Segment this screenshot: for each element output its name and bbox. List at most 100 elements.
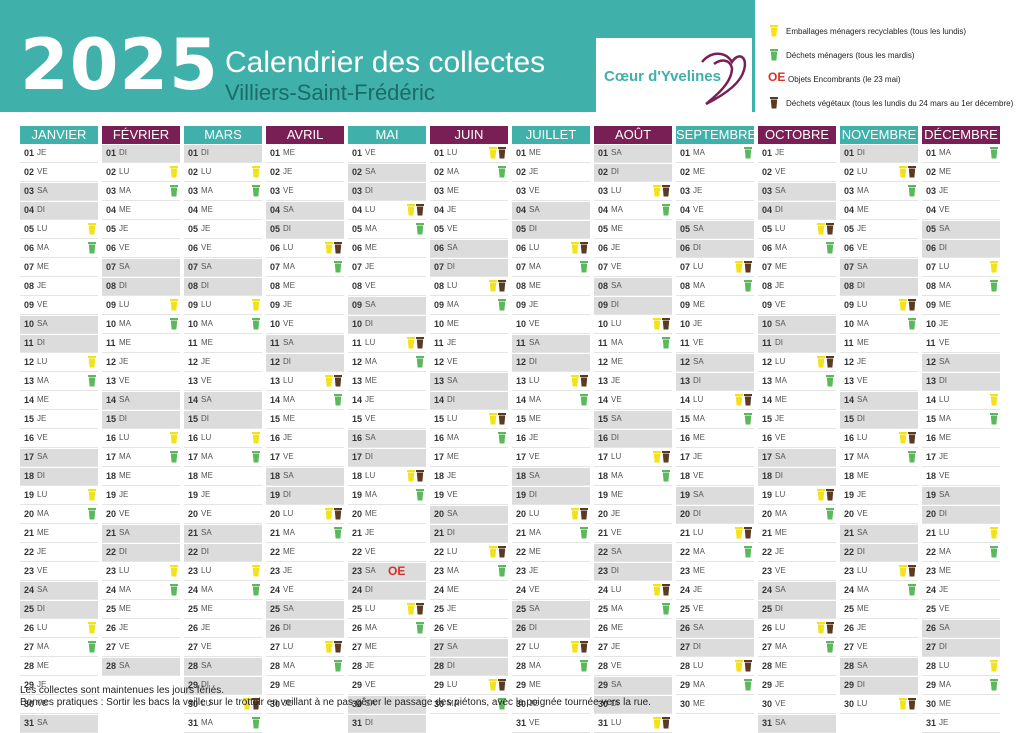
day-number: 28	[188, 661, 199, 671]
day-name: ME	[611, 490, 623, 499]
day-name: SA	[365, 167, 376, 176]
day-number: 08	[762, 281, 773, 291]
collection-icons	[407, 602, 424, 617]
day-number: 17	[516, 452, 527, 462]
day-name: SA	[775, 186, 786, 195]
collection-icons	[170, 564, 178, 579]
day-name: DI	[37, 604, 45, 613]
day-row: 25 LU	[348, 601, 426, 619]
collection-icons	[990, 545, 998, 560]
day-name: MA	[857, 186, 869, 195]
day-row: 09 VE	[20, 297, 98, 315]
day-number: 18	[598, 471, 609, 481]
day-number: 23	[270, 566, 281, 576]
day-number: 12	[598, 357, 609, 367]
day-name: ME	[201, 338, 213, 347]
day-row: 29 MA	[922, 677, 1000, 695]
day-row: 12 JE	[184, 354, 262, 372]
day-number: 16	[516, 433, 527, 443]
day-row: 21 SA	[184, 525, 262, 543]
day-number: 26	[24, 623, 35, 633]
day-name: LU	[283, 376, 294, 385]
green-bin-icon	[580, 659, 588, 672]
footer: Les collectes sont maintenues les jours …	[20, 685, 651, 709]
day-row: 30 LU	[840, 696, 918, 714]
day-name: JE	[611, 243, 621, 252]
day-number: 15	[762, 414, 773, 424]
day-number: 05	[762, 224, 773, 234]
day-name: SA	[939, 357, 950, 366]
day-number: 17	[24, 452, 35, 462]
day-name: DI	[201, 281, 209, 290]
day-number: 28	[24, 661, 35, 671]
day-row: 15 LU	[430, 411, 508, 429]
yellow-bin-icon	[88, 222, 96, 235]
day-number: 20	[106, 509, 117, 519]
day-row: 01 JE	[758, 145, 836, 163]
day-number: 19	[844, 490, 855, 500]
day-row: 26 JE	[840, 620, 918, 638]
day-name: JE	[201, 224, 211, 233]
day-number: 29	[352, 680, 363, 690]
day-name: DI	[37, 338, 45, 347]
day-name: JE	[119, 623, 129, 632]
collection-icons	[252, 583, 260, 598]
day-number: 29	[270, 680, 281, 690]
collection-icons	[498, 564, 506, 579]
day-name: MA	[529, 262, 541, 271]
day-row: 26 DI	[266, 620, 344, 638]
day-number: 30	[598, 699, 609, 709]
day-number: 23	[680, 566, 691, 576]
day-number: 26	[434, 623, 445, 633]
yellow-bin-icon	[990, 526, 998, 539]
day-name: LU	[447, 414, 458, 423]
legend-text: Déchets ménagers (tous les mardis)	[786, 51, 915, 60]
day-number: 19	[680, 490, 691, 500]
day-row: 19 SA	[922, 487, 1000, 505]
collection-icons	[826, 507, 834, 522]
day-number: 26	[680, 623, 691, 633]
day-row: 19 JE	[184, 487, 262, 505]
day-number: 14	[24, 395, 35, 405]
day-name: SA	[529, 604, 540, 613]
day-name: DI	[611, 566, 619, 575]
day-number: 04	[926, 205, 937, 215]
day-name: VE	[37, 433, 48, 442]
day-number: 02	[598, 167, 609, 177]
day-name: VE	[775, 300, 786, 309]
day-number: 22	[188, 547, 199, 557]
day-name: DI	[693, 376, 701, 385]
day-name: MA	[201, 718, 213, 727]
day-number: 09	[516, 300, 527, 310]
day-number: 28	[434, 661, 445, 671]
day-row: 26 SA	[922, 620, 1000, 638]
day-name: MA	[447, 699, 459, 708]
day-number: 22	[762, 547, 773, 557]
day-number: 15	[516, 414, 527, 424]
day-row: 08 ME	[266, 278, 344, 296]
day-number: 13	[434, 376, 445, 386]
collection-icons	[416, 621, 424, 636]
day-number: 27	[598, 642, 609, 652]
day-number: 14	[844, 395, 855, 405]
day-name: JE	[201, 490, 211, 499]
day-row: 15 ME	[512, 411, 590, 429]
green-bin-icon	[88, 374, 96, 387]
collection-icons	[88, 488, 96, 503]
day-number: 22	[270, 547, 281, 557]
day-row: 07 SA	[102, 259, 180, 277]
day-row: 23 SA OE	[348, 563, 426, 581]
brown-bin-icon	[580, 507, 588, 520]
day-number: 26	[516, 623, 527, 633]
collection-icons	[744, 545, 752, 560]
day-name: DI	[529, 490, 537, 499]
day-row: 05 MA	[348, 221, 426, 239]
yellow-bin-icon	[899, 564, 907, 577]
day-number: 24	[762, 585, 773, 595]
day-row: 24 MA	[184, 582, 262, 600]
day-row: 27 DI	[676, 639, 754, 657]
day-number: 30	[844, 699, 855, 709]
day-name: DI	[529, 623, 537, 632]
day-name: DI	[939, 376, 947, 385]
day-name: VE	[693, 338, 704, 347]
